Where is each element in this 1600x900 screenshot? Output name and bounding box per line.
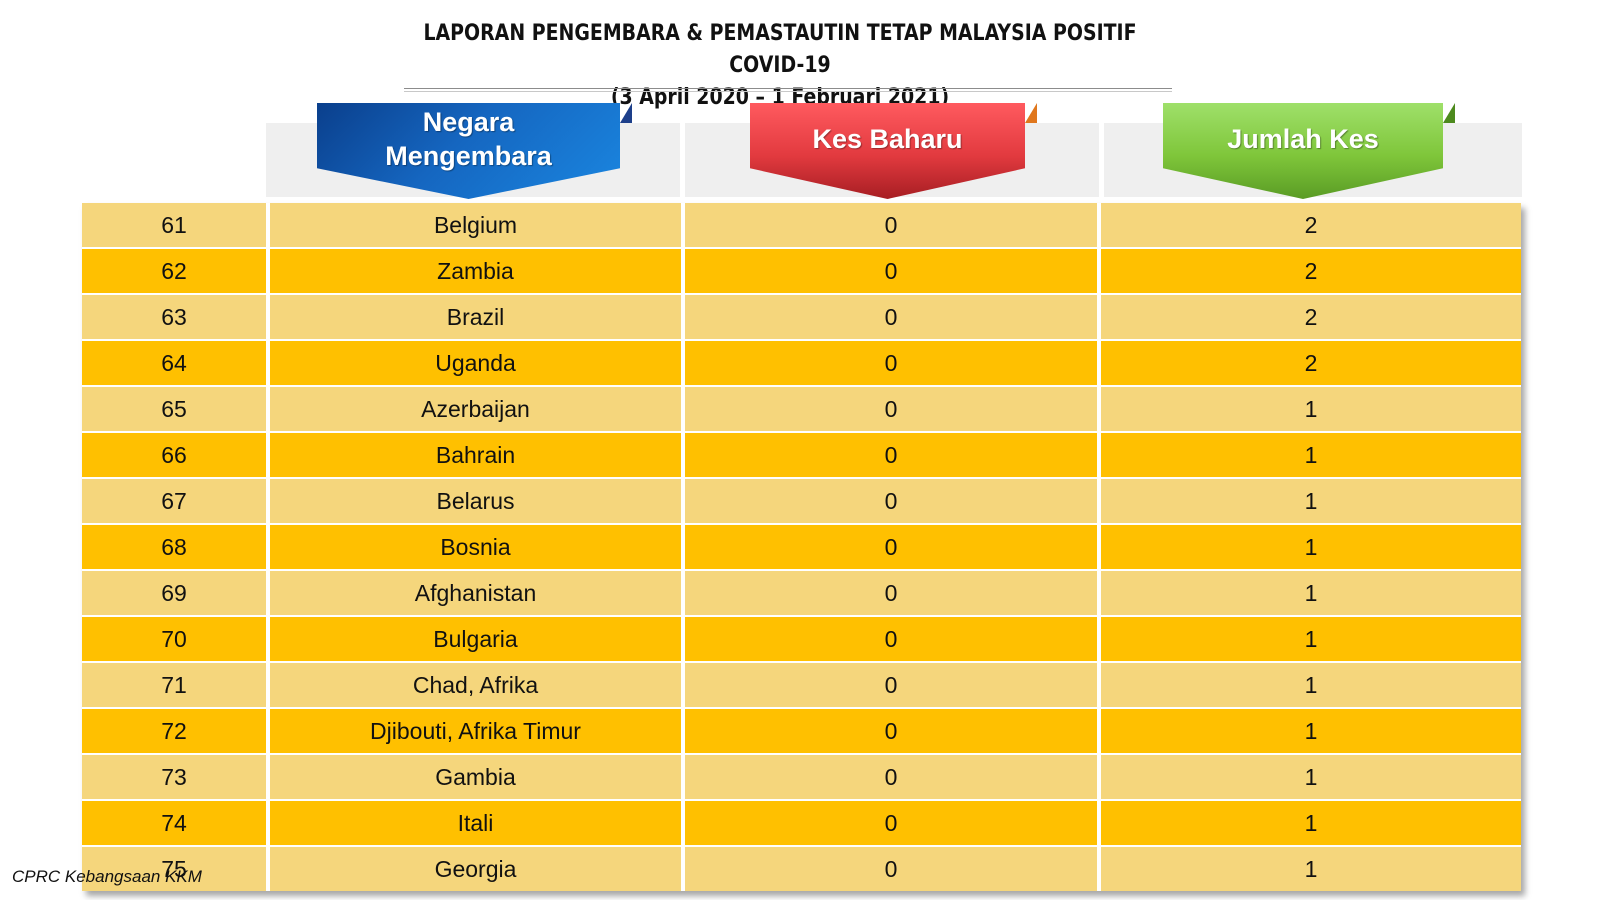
header-total-cases-label: Jumlah Kes: [1227, 124, 1379, 154]
table-row: 73 Gambia 0 1: [82, 755, 1521, 801]
row-number-cell: 74: [82, 801, 270, 845]
header-total-cases: Jumlah Kes: [1163, 103, 1455, 199]
country-cell: Uganda: [270, 341, 685, 385]
table-row: 74 Itali 0 1: [82, 801, 1521, 847]
table-row: 64 Uganda 0 2: [82, 341, 1521, 387]
table-row: 63 Brazil 0 2: [82, 295, 1521, 341]
total-cases-cell: 1: [1304, 625, 1318, 652]
row-number-cell: 61: [82, 203, 270, 247]
country-cell: Zambia: [270, 249, 685, 293]
row-number-cell: 72: [82, 709, 270, 753]
table-row: 75 Georgia 0 1: [82, 847, 1521, 891]
total-cases-cell: 1: [1304, 395, 1318, 422]
footer-source: CPRC Kebangsaan KKM: [12, 867, 202, 886]
row-number-cell: 68: [82, 525, 270, 569]
country-cell: Itali: [270, 801, 685, 845]
table-row: 65 Azerbaijan 0 1: [82, 387, 1521, 433]
country-cell: Gambia: [270, 755, 685, 799]
new-cases-cell: 0: [685, 479, 1101, 523]
new-cases-cell: 0: [685, 617, 1101, 661]
new-cases-cell: 0: [685, 663, 1101, 707]
row-number-cell: 69: [82, 571, 270, 615]
table-row: 66 Bahrain 0 1: [82, 433, 1521, 479]
country-cell: Bulgaria: [270, 617, 685, 661]
country-cell: Azerbaijan: [270, 387, 685, 431]
country-cell: Chad, Afrika: [270, 663, 685, 707]
header-new-cases: Kes Baharu: [750, 103, 1037, 199]
new-cases-cell: 0: [685, 203, 1101, 247]
new-cases-cell: 0: [685, 525, 1101, 569]
new-cases-cell: 0: [685, 801, 1101, 845]
row-number-cell: 73: [82, 755, 270, 799]
country-cell: Brazil: [270, 295, 685, 339]
table-row: 70 Bulgaria 0 1: [82, 617, 1521, 663]
row-number-cell: 71: [82, 663, 270, 707]
row-number-cell: 66: [82, 433, 270, 477]
total-cases-cell: 1: [1304, 671, 1318, 698]
new-cases-cell: 0: [685, 387, 1101, 431]
country-cell: Bosnia: [270, 525, 685, 569]
total-cases-cell: 1: [1304, 717, 1318, 744]
total-cases-cell: 1: [1304, 533, 1318, 560]
table-row: 61 Belgium 0 2: [82, 203, 1521, 249]
table-row: 72 Djibouti, Afrika Timur 0 1: [82, 709, 1521, 755]
row-number-cell: 70: [82, 617, 270, 661]
report-title-line1: LAPORAN PENGEMBARA & PEMASTAUTIN TETAP M…: [423, 21, 1137, 78]
table-row: 69 Afghanistan 0 1: [82, 571, 1521, 617]
total-cases-cell: 2: [1304, 211, 1318, 238]
row-number-cell: 65: [82, 387, 270, 431]
report-title: LAPORAN PENGEMBARA & PEMASTAUTIN TETAP M…: [410, 18, 1150, 114]
country-cell: Bahrain: [270, 433, 685, 477]
row-number-cell: 64: [82, 341, 270, 385]
header-country: Negara Mengembara: [317, 103, 632, 199]
country-cell: Georgia: [270, 847, 685, 891]
country-cell: Belarus: [270, 479, 685, 523]
cases-table: 61 Belgium 0 2 62 Zambia 0 2 63 Brazil 0 2 64 Uganda 0…: [82, 203, 1521, 891]
new-cases-cell: 0: [685, 249, 1101, 293]
title-divider: [404, 88, 1172, 92]
new-cases-cell: 0: [685, 755, 1101, 799]
row-number-cell: 62: [82, 249, 270, 293]
total-cases-cell: 1: [1304, 809, 1318, 836]
new-cases-cell: 0: [685, 709, 1101, 753]
table-row: 62 Zambia 0 2: [82, 249, 1521, 295]
new-cases-cell: 0: [685, 571, 1101, 615]
new-cases-cell: 0: [685, 847, 1101, 891]
country-cell: Afghanistan: [270, 571, 685, 615]
table-row: 67 Belarus 0 1: [82, 479, 1521, 525]
table-row: 68 Bosnia 0 1: [82, 525, 1521, 571]
new-cases-cell: 0: [685, 341, 1101, 385]
total-cases-cell: 1: [1304, 579, 1318, 606]
new-cases-cell: 0: [685, 433, 1101, 477]
total-cases-cell: 2: [1304, 303, 1318, 330]
row-number-cell: 63: [82, 295, 270, 339]
total-cases-cell: 1: [1304, 763, 1318, 790]
total-cases-cell: 2: [1304, 257, 1318, 284]
country-cell: Djibouti, Afrika Timur: [270, 709, 685, 753]
total-cases-cell: 1: [1304, 441, 1318, 468]
header-country-label: Negara Mengembara: [385, 107, 552, 171]
header-new-cases-label: Kes Baharu: [812, 124, 963, 154]
table-row: 71 Chad, Afrika 0 1: [82, 663, 1521, 709]
row-number-cell: 67: [82, 479, 270, 523]
total-cases-cell: 2: [1304, 349, 1318, 376]
row-number-cell: 75: [82, 847, 270, 891]
total-cases-cell: 1: [1304, 855, 1318, 882]
new-cases-cell: 0: [685, 295, 1101, 339]
total-cases-cell: 1: [1304, 487, 1318, 514]
country-cell: Belgium: [270, 203, 685, 247]
